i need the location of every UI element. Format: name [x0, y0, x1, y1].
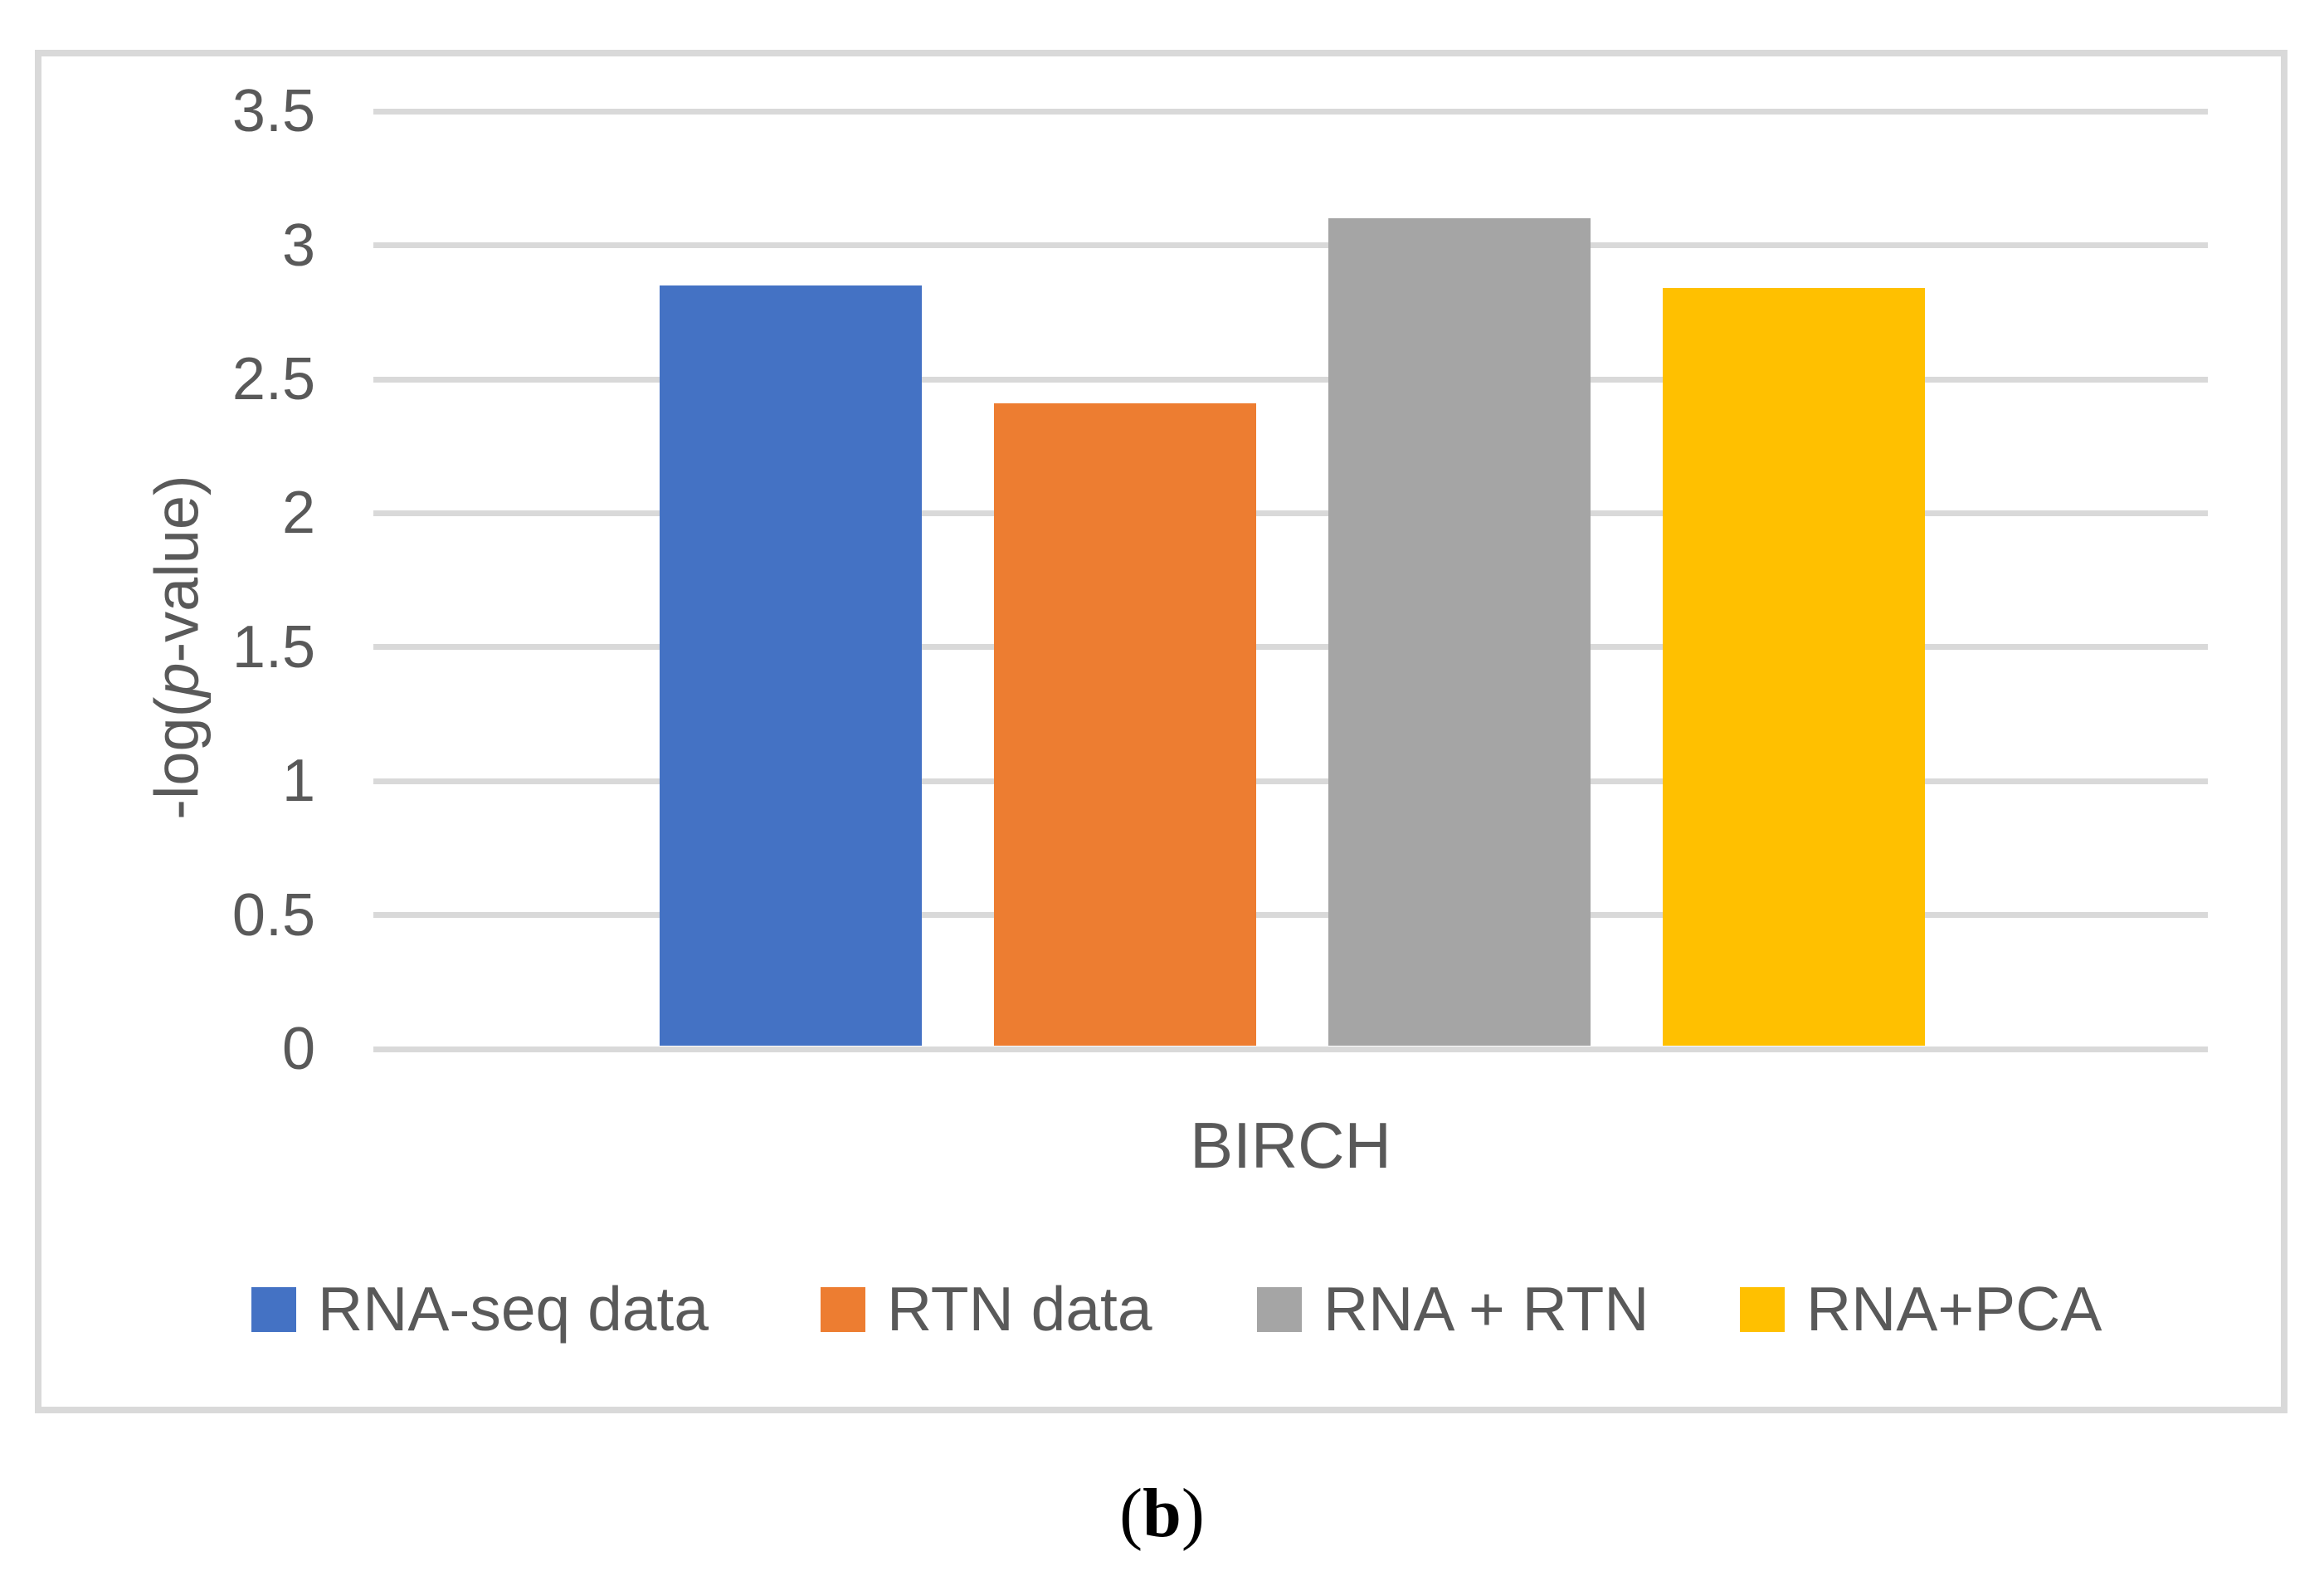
bar-rna-pca	[1662, 288, 1925, 1047]
y-axis-title-italic-p: p	[142, 662, 212, 697]
gridline-2.5	[373, 376, 2208, 383]
x-category-label: BIRCH	[1190, 1109, 1391, 1182]
legend-label: RTN data	[887, 1274, 1152, 1344]
y-tick-label-1: 1	[281, 748, 315, 815]
legend-item-4: RNA+PCA	[1740, 1278, 2102, 1340]
y-axis-title-prefix: -log(	[142, 696, 212, 820]
legend-item-1: RNA-seq data	[251, 1278, 709, 1340]
y-tick-label-2.5: 2.5	[231, 346, 315, 412]
caption-letter: b	[1143, 1475, 1181, 1552]
legend-label: RNA+PCA	[1806, 1274, 2102, 1344]
y-tick-label-0.5: 0.5	[231, 881, 315, 949]
gridline-0	[373, 1046, 2208, 1052]
legend-swatch-icon	[1740, 1286, 1785, 1332]
bar-rtn-data	[993, 403, 1256, 1047]
gridline-3	[373, 242, 2208, 249]
bar-rna-rtn	[1328, 218, 1591, 1047]
legend-swatch-icon	[1257, 1286, 1302, 1332]
gridline-3.5	[373, 108, 2208, 115]
gridline-1.5	[373, 644, 2208, 651]
y-tick-label-3.5: 3.5	[231, 78, 315, 145]
legend-label: RNA-seq data	[318, 1274, 709, 1344]
legend-item-3: RNA + RTN	[1257, 1278, 1649, 1340]
figure-caption: (b)	[0, 1476, 2324, 1552]
caption-paren-open: (	[1119, 1475, 1143, 1552]
y-axis-title-suffix: -value)	[142, 475, 212, 663]
legend-item-2: RTN data	[821, 1278, 1152, 1340]
legend-swatch-icon	[251, 1286, 296, 1332]
y-tick-label-0: 0	[281, 1016, 315, 1082]
legend-swatch-icon	[821, 1286, 865, 1332]
y-axis-title: -log(p-value)	[142, 475, 212, 819]
gridline-2	[373, 510, 2208, 516]
caption-paren-close: )	[1181, 1475, 1205, 1552]
gridline-1	[373, 778, 2208, 784]
legend-label: RNA + RTN	[1323, 1274, 1649, 1344]
y-tick-label-3: 3	[281, 212, 315, 279]
y-tick-label-2: 2	[281, 480, 315, 547]
bar-rna-seq-data	[660, 285, 922, 1047]
gridline-0.5	[373, 912, 2208, 919]
y-tick-label-1.5: 1.5	[231, 613, 315, 681]
